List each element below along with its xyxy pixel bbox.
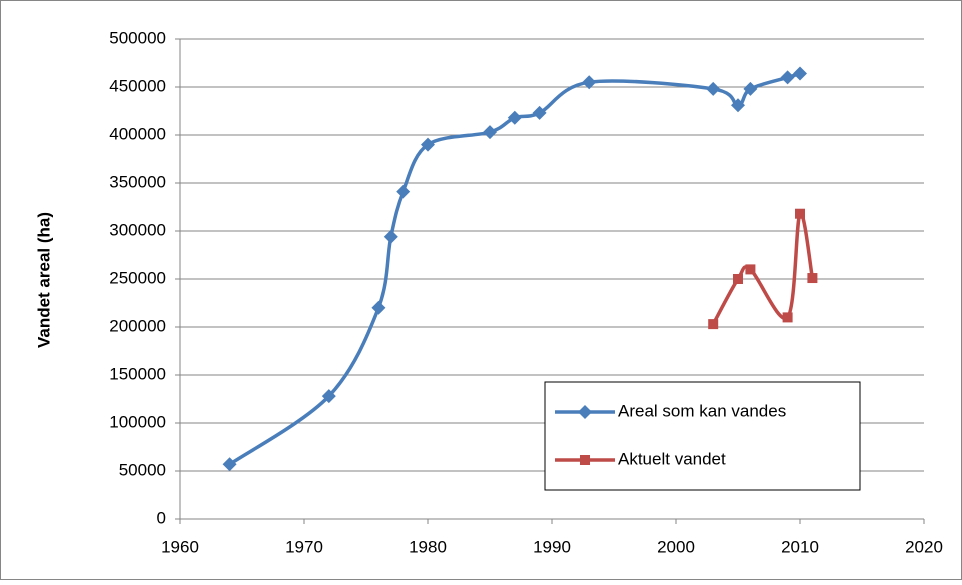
x-tick-label: 2020 (905, 537, 943, 556)
data-point (706, 81, 721, 96)
x-tick-label: 1960 (161, 537, 199, 556)
x-tick-label: 2010 (781, 537, 819, 556)
y-tick-label: 0 (157, 508, 166, 527)
data-point (421, 137, 435, 152)
x-tick-label: 1970 (285, 537, 323, 556)
data-point (708, 319, 719, 330)
y-tick-label: 100000 (109, 412, 166, 431)
y-tick-label: 400000 (109, 124, 166, 143)
legend-marker (578, 405, 592, 419)
data-point (371, 300, 386, 315)
x-tick-label: 1980 (409, 537, 447, 556)
data-point (321, 389, 336, 404)
y-axis-label: Vandet areal (ha) (34, 212, 53, 348)
y-tick-label: 200000 (109, 316, 166, 335)
data-point (507, 110, 522, 125)
legend-box (544, 381, 861, 491)
data-point (396, 184, 411, 199)
data-point (731, 98, 745, 113)
data-point (383, 229, 398, 244)
data-point (532, 105, 547, 120)
legend-marker (580, 455, 590, 465)
y-tick-label: 500000 (109, 28, 166, 47)
x-tick-label: 1990 (533, 537, 571, 556)
data-point (782, 312, 793, 323)
y-tick-label: 50000 (119, 460, 166, 479)
data-point (222, 457, 237, 472)
y-tick-label: 350000 (109, 172, 166, 191)
data-point (807, 273, 818, 284)
data-point (745, 264, 756, 275)
y-tick-label: 150000 (109, 364, 166, 383)
x-tick-label: 2000 (657, 537, 695, 556)
y-tick-label: 450000 (109, 76, 166, 95)
y-tick-label: 250000 (109, 268, 166, 287)
legend-label: Areal som kan vandes (618, 401, 786, 420)
data-point (780, 70, 795, 85)
data-point (793, 66, 807, 81)
data-point (795, 208, 805, 219)
data-point (733, 274, 743, 284)
legend-label: Aktuelt vandet (618, 449, 726, 468)
data-point (743, 81, 758, 96)
data-point (582, 75, 597, 90)
data-point (483, 125, 497, 140)
y-tick-label: 300000 (109, 220, 166, 239)
